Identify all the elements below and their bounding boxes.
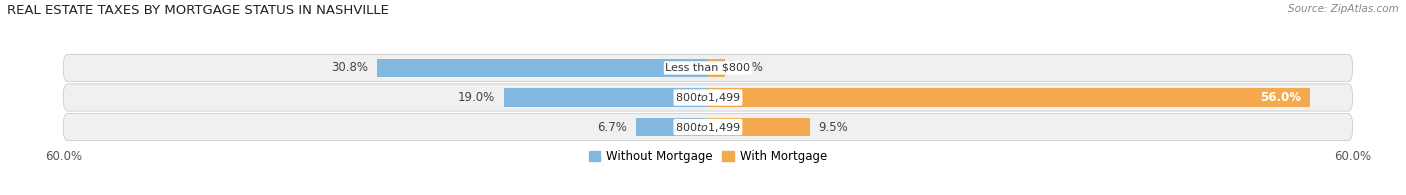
Text: 1.6%: 1.6%: [734, 61, 763, 74]
Text: 56.0%: 56.0%: [1260, 91, 1301, 104]
Text: Less than $800: Less than $800: [665, 63, 751, 73]
FancyBboxPatch shape: [63, 54, 1353, 82]
FancyBboxPatch shape: [63, 84, 1353, 111]
Text: 30.8%: 30.8%: [332, 61, 368, 74]
Bar: [636, 118, 707, 136]
FancyBboxPatch shape: [63, 113, 1353, 141]
Bar: [707, 88, 1309, 107]
Legend: Without Mortgage, With Mortgage: Without Mortgage, With Mortgage: [583, 145, 832, 168]
Text: REAL ESTATE TAXES BY MORTGAGE STATUS IN NASHVILLE: REAL ESTATE TAXES BY MORTGAGE STATUS IN …: [7, 4, 389, 17]
Text: $800 to $1,499: $800 to $1,499: [675, 91, 741, 104]
Text: Source: ZipAtlas.com: Source: ZipAtlas.com: [1288, 4, 1399, 14]
Bar: [707, 118, 810, 136]
Text: 19.0%: 19.0%: [458, 91, 495, 104]
Text: $800 to $1,499: $800 to $1,499: [675, 121, 741, 134]
Bar: [377, 59, 707, 77]
Bar: [503, 88, 707, 107]
Text: 6.7%: 6.7%: [598, 121, 627, 134]
Bar: [707, 59, 725, 77]
Text: 9.5%: 9.5%: [818, 121, 848, 134]
